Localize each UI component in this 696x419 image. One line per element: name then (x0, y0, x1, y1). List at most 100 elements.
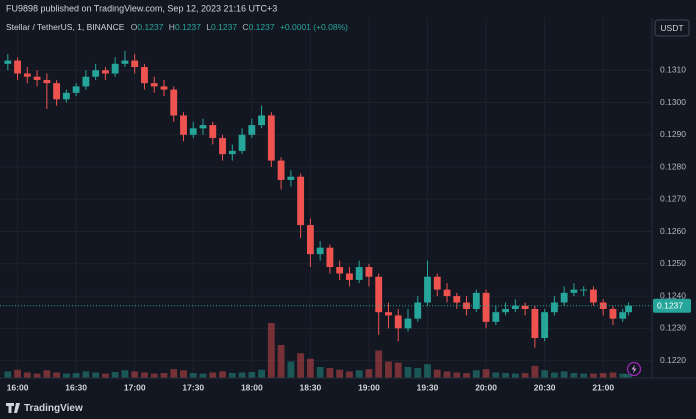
candle-body (590, 289, 597, 303)
candle-body (394, 315, 402, 329)
candle-body (4, 60, 12, 64)
volume-bar (550, 372, 558, 378)
candle-body (619, 312, 627, 319)
candle-body (482, 292, 490, 322)
y-tick-label: 0.1300 (660, 97, 686, 107)
change: +0.0001 (+0.08%) (280, 22, 348, 32)
volume-bar (160, 373, 168, 378)
volume-bar (375, 350, 383, 378)
candle-body (199, 125, 207, 129)
candle-body (463, 302, 470, 309)
candle-body (72, 86, 80, 93)
candle-body (23, 73, 31, 77)
candle-body (625, 305, 632, 313)
volume-bar (199, 373, 207, 378)
candle-body (521, 305, 529, 309)
volume-bar (404, 367, 412, 378)
volume-bar (4, 371, 12, 378)
volume-bar (82, 371, 90, 378)
candle-body (492, 312, 500, 322)
ohlc-value: 0.1237 (249, 22, 275, 32)
volume-bar (287, 361, 295, 378)
volume-bar (453, 372, 461, 378)
volume-bar (580, 373, 588, 378)
legend: Stellar / TetherUS, 1, BINANCE O0.1237 H… (6, 22, 348, 32)
volume-bar (355, 370, 363, 378)
volume-bar (180, 370, 187, 378)
volume-bar (189, 373, 197, 378)
volume-bar (385, 361, 392, 378)
currency-label[interactable]: USDT (660, 23, 683, 33)
candle-body (326, 247, 334, 268)
x-tick-label: 19:00 (358, 382, 380, 392)
volume-bar (150, 373, 158, 378)
last-price-label: 0.1237 (657, 300, 683, 310)
volume-bar (111, 371, 119, 378)
volume-bar (72, 373, 80, 378)
alert-icon[interactable] (626, 361, 642, 377)
volume-bar (482, 369, 490, 378)
volume-bar (625, 374, 632, 378)
brand-logo (6, 403, 20, 413)
volume-bar (492, 372, 500, 378)
volume-bar (609, 372, 617, 378)
candle-body (111, 63, 119, 74)
volume-bar (394, 362, 402, 378)
candle-body (316, 247, 324, 255)
candle-body (228, 150, 236, 155)
candle-body (385, 312, 392, 316)
candle-body (277, 160, 285, 180)
volume-bar (43, 370, 51, 378)
volume-bar (336, 369, 344, 378)
candle-body (238, 134, 246, 151)
candle-body (160, 86, 168, 90)
volume-bar (238, 372, 246, 378)
alert-icon[interactable] (631, 364, 637, 374)
ohlc-label: C (242, 22, 248, 32)
ohlc-value: 0.1237 (211, 22, 237, 32)
volume-bar (14, 369, 21, 378)
volume-bar (433, 369, 441, 378)
candle-body (531, 308, 539, 338)
plot-area (0, 50, 652, 378)
candle-body (560, 292, 568, 303)
volume-bar (248, 371, 256, 378)
volume-bar (92, 372, 100, 378)
volume-bar (424, 364, 431, 378)
volume-bar (326, 368, 334, 378)
candle-body (541, 312, 549, 338)
x-tick-label: 21:00 (592, 382, 614, 392)
volume-bar (511, 373, 519, 378)
candle-body (502, 308, 510, 313)
brand-name: TradingView (24, 403, 83, 414)
y-tick-label: 0.1270 (660, 194, 686, 204)
candle-body (170, 89, 178, 116)
candle-body (101, 70, 109, 74)
volume-bar (463, 373, 470, 378)
x-tick-label: 16:30 (65, 382, 87, 392)
y-tick-label: 0.1290 (660, 129, 686, 139)
x-tick-label: 19:30 (417, 382, 439, 392)
candle-body (62, 92, 70, 100)
candle-body (14, 60, 21, 74)
candle-body (131, 60, 139, 68)
candle-body (306, 225, 314, 255)
volume-bar (560, 371, 568, 378)
volume-bar (23, 372, 31, 378)
currency-button[interactable] (654, 19, 690, 37)
candle-body (433, 276, 441, 290)
volume-bar (228, 373, 236, 378)
ohlc-label: H (169, 22, 175, 32)
volume-bar (170, 369, 178, 378)
candle-body (53, 83, 61, 100)
candle-body (365, 267, 373, 277)
volume-bar (316, 367, 324, 378)
candle-body (267, 115, 275, 161)
volume-bar (306, 358, 314, 378)
volume-bar (414, 368, 422, 378)
candle-body (414, 302, 422, 319)
x-tick-label: 17:30 (182, 382, 204, 392)
candle-body (209, 125, 217, 138)
y-tick-label: 0.1230 (660, 323, 686, 333)
candle-body (472, 292, 480, 309)
